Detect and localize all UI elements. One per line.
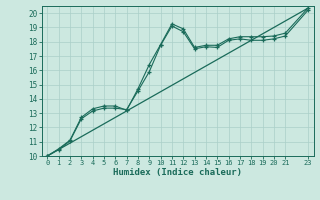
X-axis label: Humidex (Indice chaleur): Humidex (Indice chaleur)	[113, 168, 242, 177]
